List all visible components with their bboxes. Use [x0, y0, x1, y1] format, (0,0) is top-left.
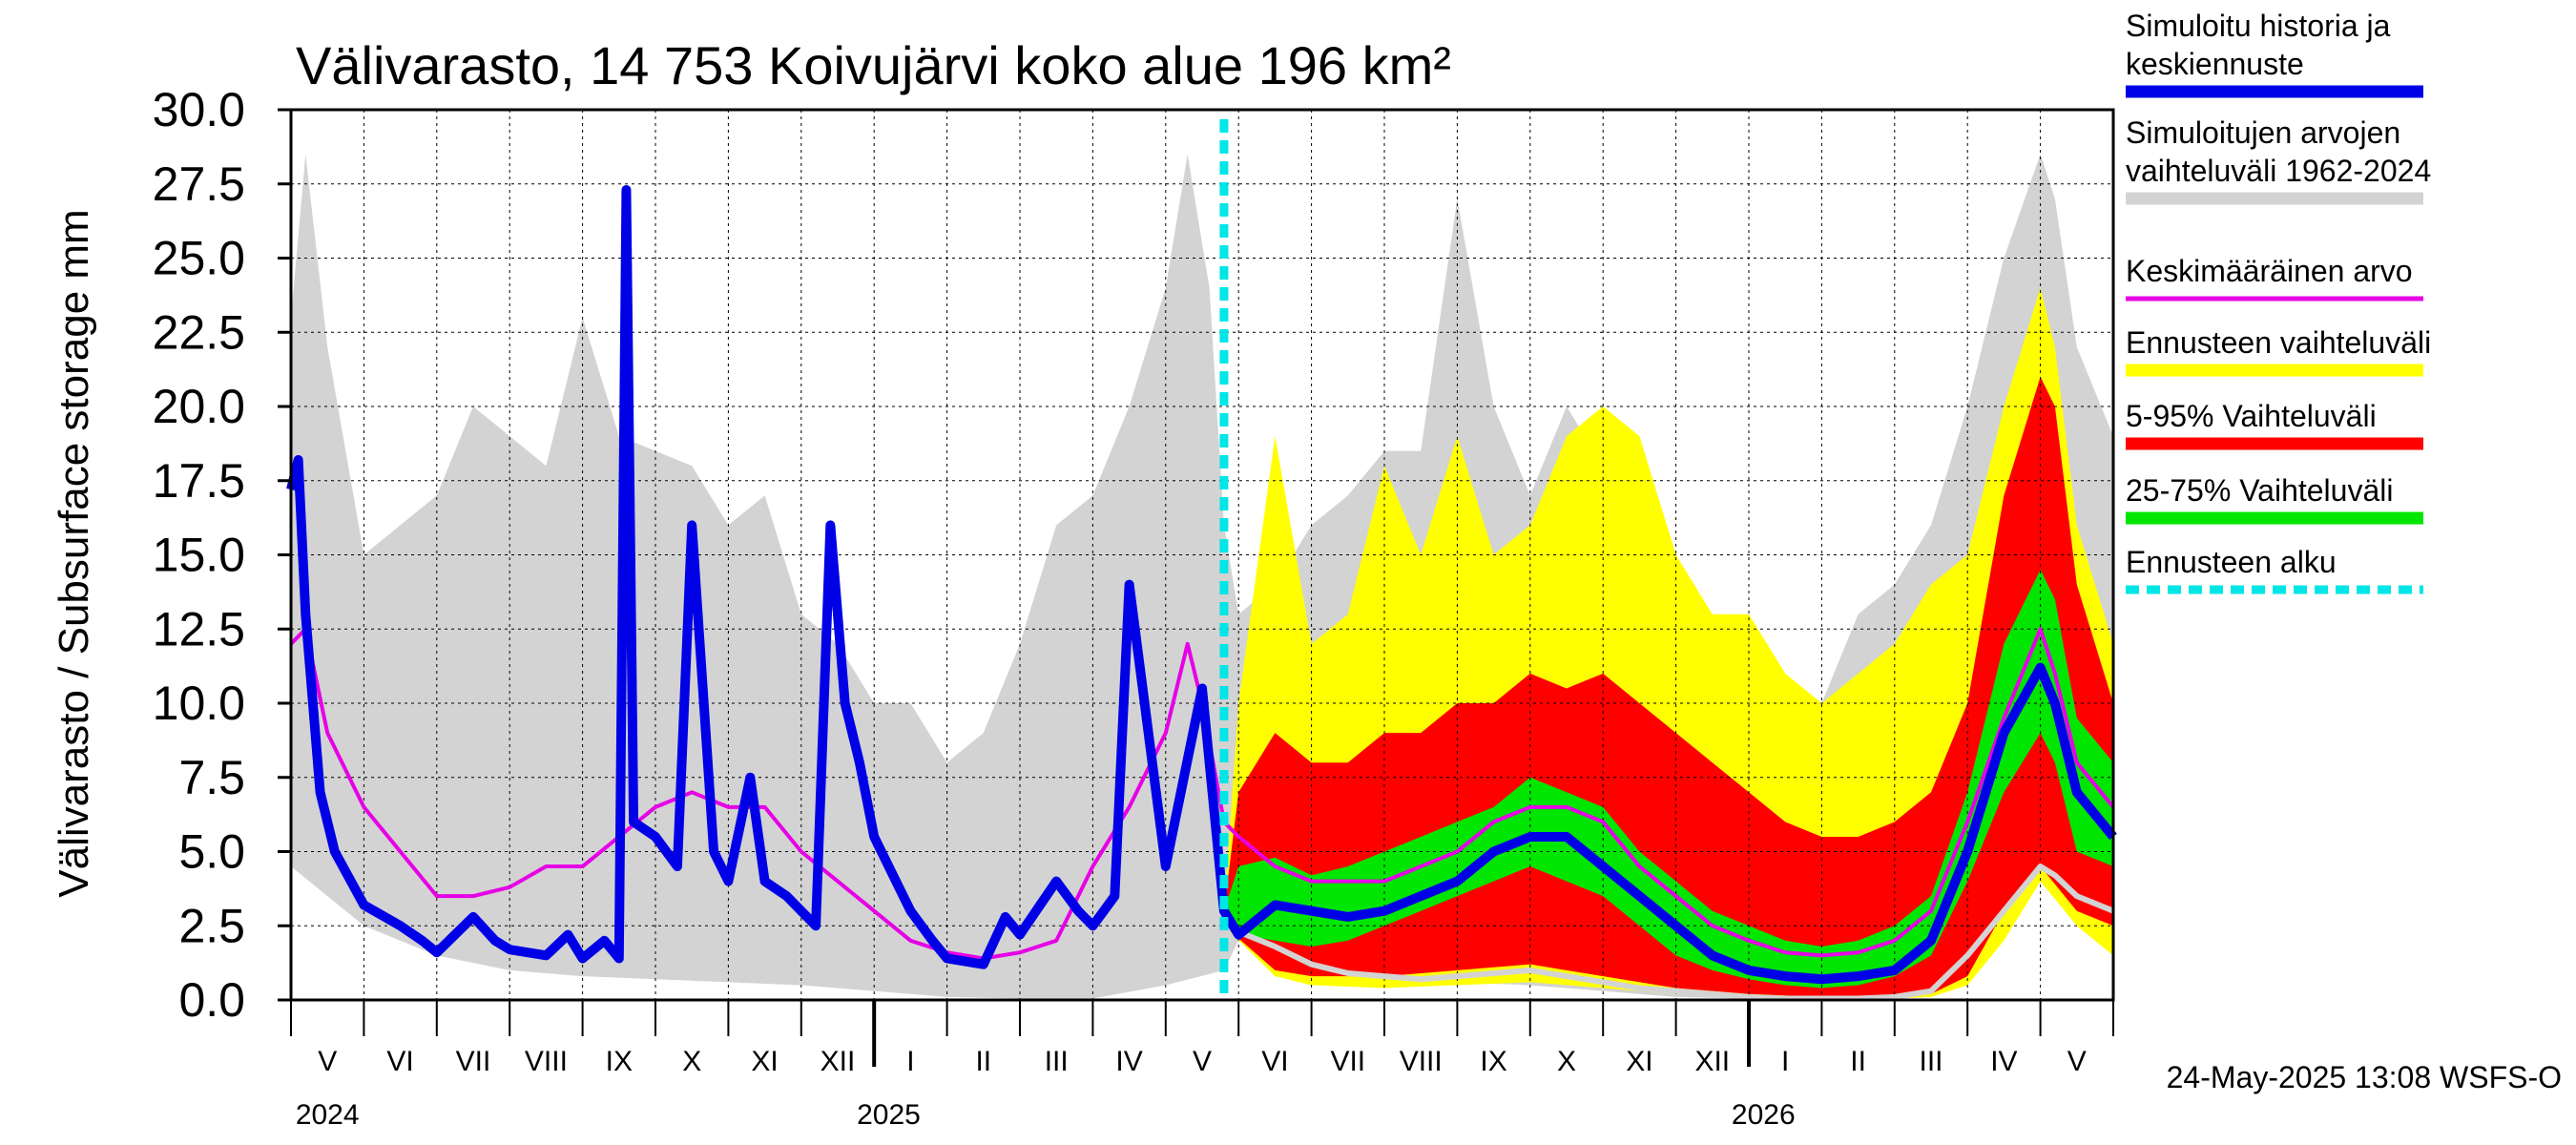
legend-label: Keskimääräinen arvo — [2126, 254, 2413, 288]
y-tick-label: 12.5 — [153, 602, 245, 656]
simulated-history-line — [286, 184, 2117, 985]
x-month-label: V — [1193, 1046, 1212, 1077]
legend-item: 25-75% Vaihteluväli — [2126, 473, 2423, 525]
x-month-label: XII — [821, 1046, 856, 1077]
x-month-label: III — [1919, 1046, 1942, 1077]
x-month-label: VI — [386, 1046, 413, 1077]
legend-label: vaihteluväli 1962-2024 — [2126, 154, 2431, 188]
y-tick-label: 25.0 — [153, 232, 245, 285]
x-month-label: XI — [1626, 1046, 1652, 1077]
legend-label: Simuloitujen arvojen — [2126, 115, 2400, 150]
axes: 0.0 2.5 5.0 7.5 10.0 12.5 15.0 17.5 20.0 22.5 25.0… — [153, 83, 2114, 1131]
legend-item: Ennusteen alku — [2126, 545, 2423, 594]
x-month-label: IX — [1480, 1046, 1506, 1077]
legend-label: Simuloitu historia ja — [2126, 9, 2391, 43]
x-month-label: IX — [606, 1046, 633, 1077]
x-month-label: VII — [456, 1046, 491, 1077]
plot-area — [286, 108, 2117, 1002]
series-lines — [286, 119, 2117, 1002]
x-year-label: 2025 — [857, 1099, 921, 1131]
legend-item: Keskimääräinen arvo — [2126, 254, 2423, 302]
historical-min-line — [1222, 864, 2115, 1002]
y-tick-label: 17.5 — [153, 454, 245, 508]
y-tick-label: 0.0 — [178, 973, 245, 1027]
x-month-label: I — [906, 1046, 914, 1077]
legend-label: 25-75% Vaihteluväli — [2126, 473, 2393, 508]
x-month-label: V — [2067, 1046, 2087, 1077]
x-month-label: II — [1850, 1046, 1866, 1077]
legend-label: Ennusteen alku — [2126, 545, 2337, 579]
y-tick-label: 7.5 — [178, 751, 245, 804]
x-month-label: VI — [1261, 1046, 1288, 1077]
y-tick-label: 30.0 — [153, 83, 245, 136]
x-month-label: VIII — [525, 1046, 568, 1077]
y-tick-label: 5.0 — [178, 825, 245, 879]
legend-item: Simuloitu historia ja keskiennuste — [2126, 9, 2423, 98]
y-tick-label: 27.5 — [153, 157, 245, 211]
forecast-bands — [291, 154, 2113, 999]
x-month-label: X — [1557, 1046, 1576, 1077]
legend-label: 5-95% Vaihteluväli — [2126, 399, 2377, 433]
x-month-label: VIII — [1400, 1046, 1443, 1077]
x-month-label: XI — [751, 1046, 778, 1077]
x-month-label: VII — [1330, 1046, 1365, 1077]
y-tick-label: 15.0 — [153, 529, 245, 582]
x-month-label: XII — [1694, 1046, 1730, 1077]
x-year-label: 2024 — [296, 1099, 360, 1131]
y-axis-label: Välivarasto / Subsurface storage mm — [51, 209, 97, 897]
x-month-label: V — [318, 1046, 337, 1077]
y-tick-label: 10.0 — [153, 677, 245, 730]
x-month-label: IV — [1115, 1046, 1142, 1077]
y-tick-label: 2.5 — [178, 899, 245, 952]
x-year-label: 2026 — [1732, 1099, 1796, 1131]
legend: Simuloitu historia jakeskiennusteSimuloi… — [2126, 9, 2431, 594]
x-month-label: I — [1781, 1046, 1789, 1077]
legend-item: Ennusteen vaihteluväli — [2126, 325, 2431, 377]
y-tick-label: 22.5 — [153, 305, 245, 359]
footer-timestamp: 24-May-2025 13:08 WSFS-O — [2167, 1060, 2562, 1094]
x-month-label: III — [1045, 1046, 1069, 1077]
legend-label: keskiennuste — [2126, 47, 2304, 81]
x-month-label: IV — [1990, 1046, 2017, 1077]
chart-title: Välivarasto, 14 753 Koivujärvi koko alue… — [296, 35, 1451, 95]
legend-label: Ennusteen vaihteluväli — [2126, 325, 2431, 360]
y-tick-label: 20.0 — [153, 380, 245, 433]
legend-item: 5-95% Vaihteluväli — [2126, 399, 2423, 450]
legend-item: Simuloitujen arvojen vaihteluväli 1962-20… — [2126, 115, 2431, 205]
x-month-label: X — [682, 1046, 701, 1077]
x-month-label: II — [975, 1046, 991, 1077]
